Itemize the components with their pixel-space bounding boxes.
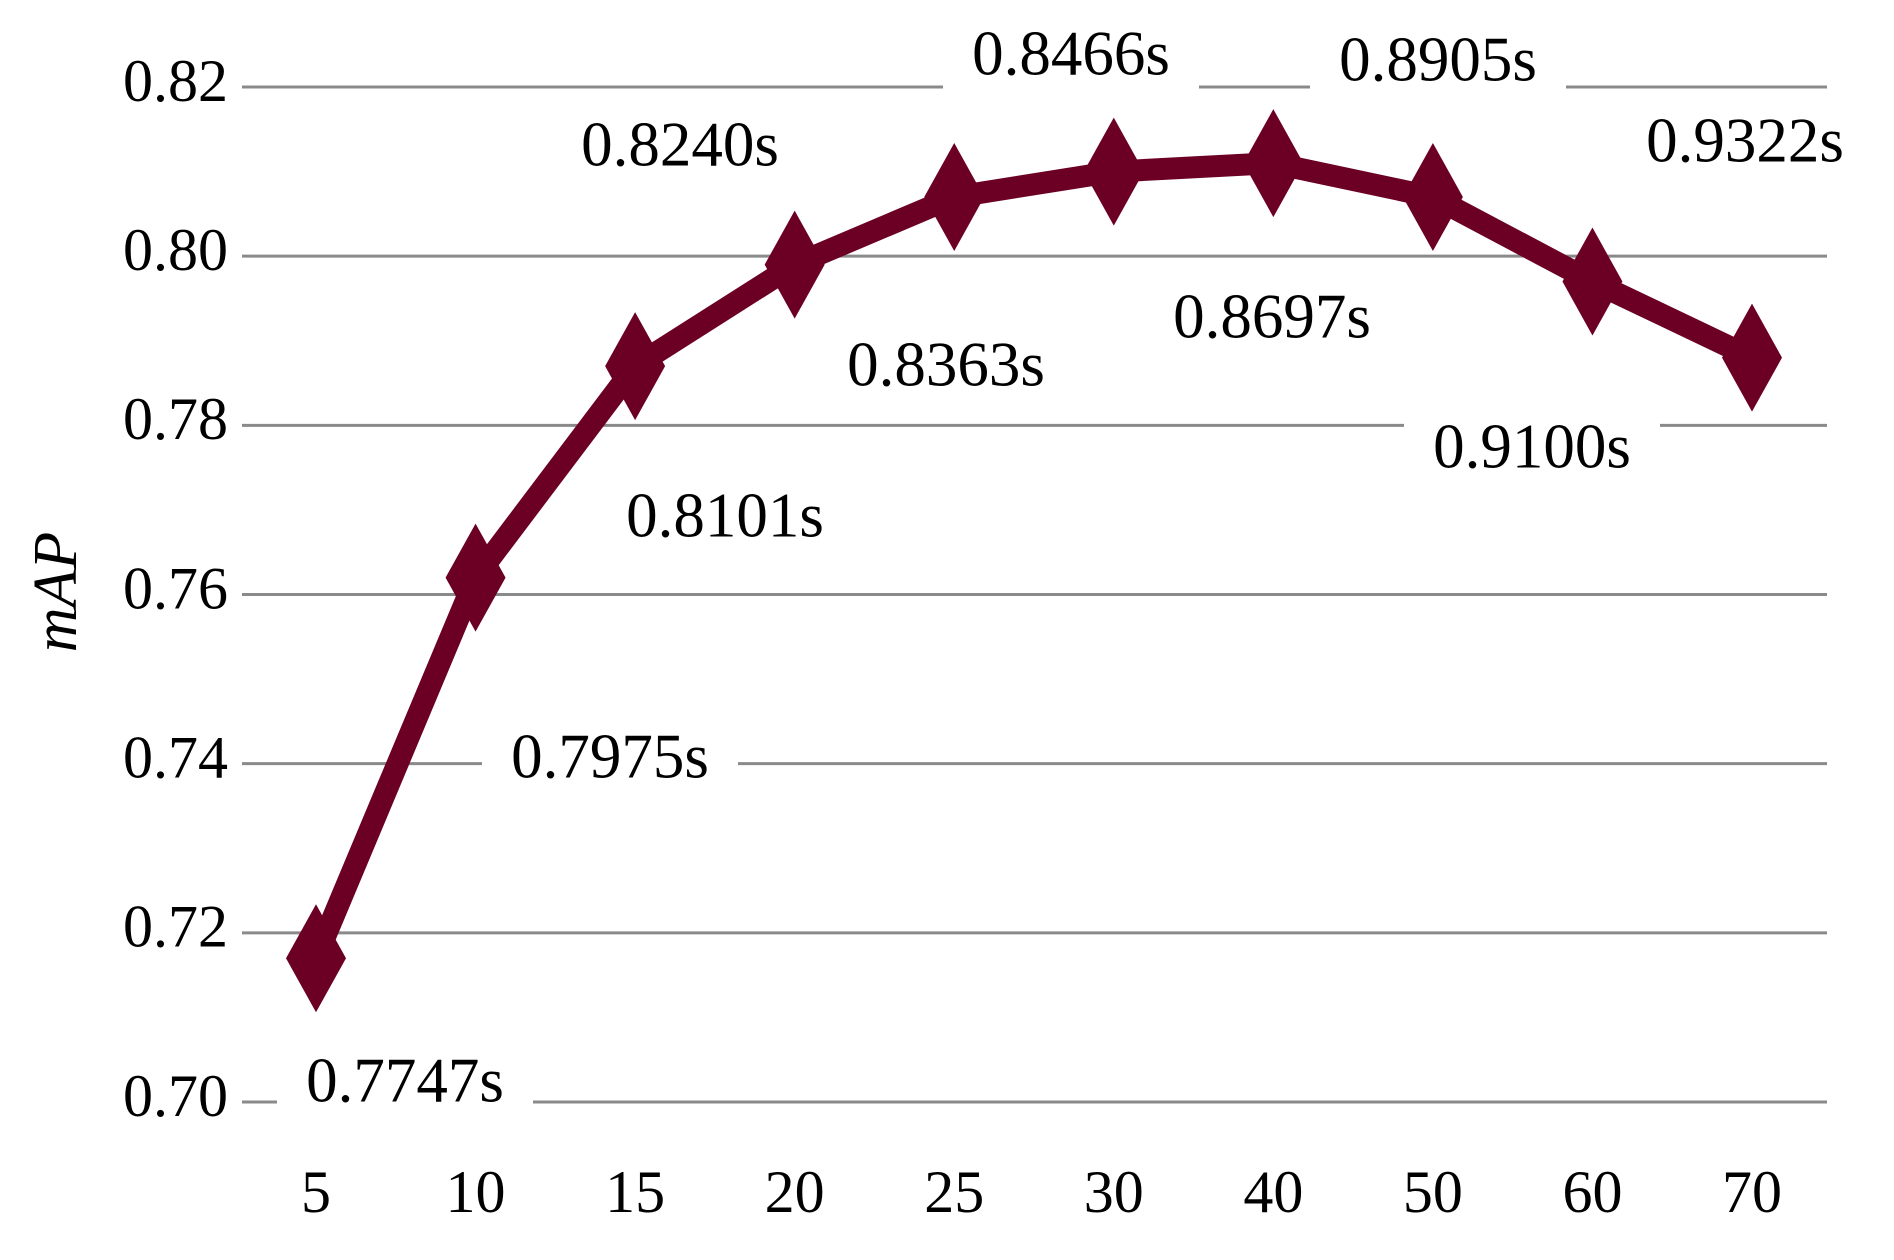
annotation: 0.9100s [1404, 411, 1660, 489]
data-point [1402, 142, 1463, 251]
annotation-label: 0.8101s [626, 480, 824, 550]
annotation-background [818, 335, 1074, 407]
annotation-label: 0.9100s [1433, 411, 1631, 481]
x-tick-label: 40 [1243, 1159, 1303, 1225]
annotation: 0.8240s [552, 109, 808, 187]
annotation-label: 0.8905s [1339, 24, 1537, 94]
annotation: 0.7747s [277, 1045, 533, 1123]
annotation: 0.7975s [482, 721, 738, 799]
data-point [445, 523, 506, 632]
y-tick-label: 0.78 [123, 386, 228, 452]
y-tick-label: 0.72 [123, 894, 228, 960]
data-point [1083, 117, 1144, 226]
x-tick-label: 25 [924, 1159, 984, 1225]
data-line [305, 152, 1757, 963]
y-tick-label: 0.74 [123, 724, 228, 790]
y-tick-label: 0.82 [123, 48, 228, 114]
annotation-label: 0.8697s [1173, 281, 1371, 351]
annotation-background [277, 1051, 533, 1123]
annotation: 0.8697s [1144, 281, 1400, 359]
annotation: 0.8101s [597, 480, 853, 558]
annotation-background [597, 486, 853, 558]
data-point [1562, 227, 1623, 336]
data-point [286, 904, 346, 1013]
annotation-background [1617, 111, 1873, 183]
data-point [1722, 303, 1782, 412]
x-tick-label: 20 [765, 1159, 825, 1225]
annotation: 0.9322s [1617, 105, 1873, 183]
annotation-background [1144, 287, 1400, 359]
x-tick-label: 70 [1722, 1159, 1782, 1225]
annotation-background [943, 24, 1199, 96]
x-tick-label: 10 [446, 1159, 506, 1225]
data-point [1243, 109, 1304, 218]
y-tick-label: 0.70 [123, 1063, 228, 1129]
annotation-background [1404, 417, 1660, 489]
annotation: 0.8905s [1310, 24, 1566, 102]
y-tick-label: 0.76 [123, 555, 228, 621]
x-tick-label: 15 [605, 1159, 665, 1225]
x-tick-label: 50 [1403, 1159, 1463, 1225]
y-tick-label: 0.80 [123, 217, 228, 283]
annotation-label: 0.8363s [847, 329, 1045, 399]
annotation: 0.8466s [943, 18, 1199, 96]
data-point [605, 312, 666, 421]
annotation-label: 0.7747s [306, 1045, 504, 1115]
annotation-background [552, 115, 808, 187]
x-tick-label: 5 [301, 1159, 331, 1225]
annotation-background [1310, 30, 1566, 102]
annotation-label: 0.8240s [581, 109, 779, 179]
x-tick-label: 30 [1084, 1159, 1144, 1225]
annotation: 0.8363s [818, 329, 1074, 407]
data-point [924, 142, 985, 251]
y-axis-label: mAP [22, 532, 90, 653]
annotation-label: 0.7975s [511, 721, 709, 791]
annotation-label: 0.8466s [972, 18, 1170, 88]
annotation-label: 0.9322s [1646, 105, 1844, 175]
x-tick-label: 60 [1562, 1159, 1622, 1225]
annotation-background [482, 727, 738, 799]
data-point [764, 210, 825, 319]
